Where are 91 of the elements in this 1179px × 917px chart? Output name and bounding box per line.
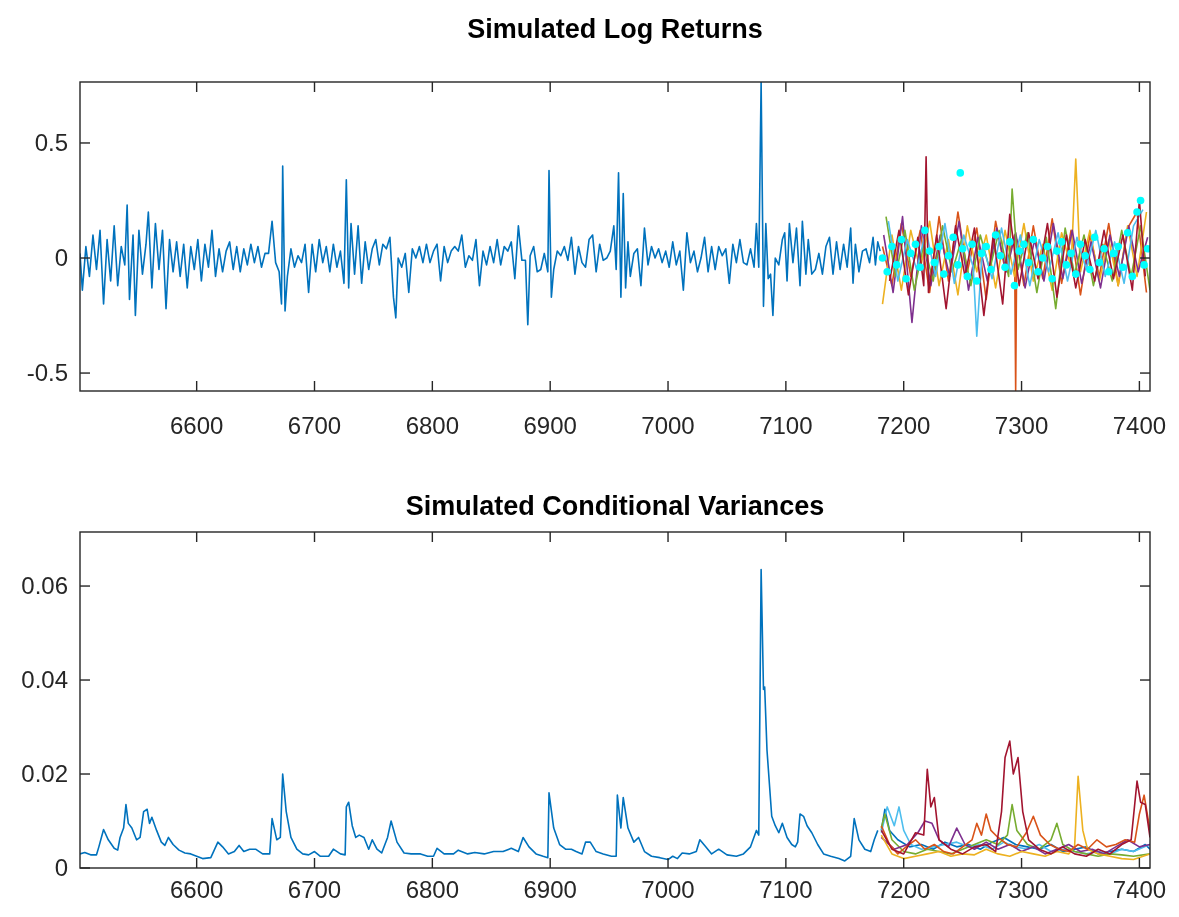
point <box>1053 247 1061 255</box>
x-tick-label: 6600 <box>169 412 224 439</box>
x-tick-label: 6600 <box>169 876 224 903</box>
x-tick-label: 6800 <box>405 412 460 439</box>
x-tick-label: 7100 <box>759 412 813 439</box>
x-tick-label: 7300 <box>994 876 1049 903</box>
point <box>911 240 920 249</box>
point <box>921 226 929 235</box>
point <box>1029 235 1038 244</box>
point <box>1034 268 1042 276</box>
point <box>944 251 953 260</box>
point <box>883 268 892 276</box>
y-tick-label: 0.06 <box>21 572 68 600</box>
y-tick-label: 0.02 <box>21 760 68 788</box>
point <box>1119 263 1127 272</box>
point <box>1090 233 1099 242</box>
point <box>897 235 906 244</box>
point <box>1067 249 1075 258</box>
point <box>1024 258 1033 267</box>
point <box>1100 245 1108 253</box>
y-tick-label: 0.5 <box>34 129 68 157</box>
x-tick-label: 7200 <box>877 876 931 903</box>
point <box>888 242 896 251</box>
point <box>916 263 925 272</box>
line-series <box>882 215 1149 324</box>
chart-title: Simulated Log Returns <box>467 14 763 44</box>
point <box>930 258 939 267</box>
point <box>1001 263 1009 272</box>
point <box>982 242 990 251</box>
x-tick-label: 6800 <box>405 876 460 903</box>
point <box>1081 251 1089 260</box>
point <box>906 249 915 258</box>
x-tick-label: 7400 <box>1112 412 1167 439</box>
point <box>1109 249 1118 258</box>
point <box>1128 272 1137 281</box>
point <box>1043 242 1052 251</box>
line-series <box>885 188 1150 310</box>
point <box>958 245 967 253</box>
point <box>1133 208 1141 216</box>
point <box>1048 274 1056 283</box>
point <box>972 277 981 285</box>
point <box>977 249 986 258</box>
point <box>939 270 948 278</box>
x-tick-label: 7000 <box>641 876 695 903</box>
point <box>1136 196 1145 205</box>
line-series <box>880 820 1150 855</box>
x-tick-label: 6700 <box>287 412 342 439</box>
x-tick-label: 6900 <box>523 412 577 439</box>
point <box>968 240 976 249</box>
point <box>1095 258 1104 267</box>
y-tick-label: 0 <box>54 244 68 272</box>
point <box>954 261 962 269</box>
point <box>1057 238 1066 246</box>
x-tick-label: 7000 <box>641 412 695 439</box>
point <box>956 169 965 177</box>
x-tick-label: 7200 <box>877 412 931 439</box>
point <box>935 242 943 251</box>
chart-title: Simulated Conditional Variances <box>405 491 825 521</box>
point <box>1104 268 1113 276</box>
point <box>1086 265 1094 274</box>
point <box>1123 228 1132 237</box>
x-tick-label: 7400 <box>1112 876 1167 903</box>
x-tick-label: 7100 <box>759 876 813 903</box>
point <box>1114 242 1122 251</box>
line-series <box>80 82 881 326</box>
point <box>1005 238 1014 246</box>
x-tick-label: 6900 <box>523 876 577 903</box>
point <box>902 274 910 283</box>
point <box>1140 261 1148 269</box>
point <box>1015 247 1023 255</box>
y-tick-label: 0 <box>54 854 68 882</box>
point <box>1010 281 1019 290</box>
x-tick-label: 6700 <box>287 876 342 903</box>
point <box>1020 240 1028 249</box>
y-tick-label: -0.5 <box>26 359 68 387</box>
point <box>878 254 887 262</box>
y-tick-label: 0.04 <box>21 666 68 694</box>
point <box>996 251 1005 260</box>
point <box>925 247 934 255</box>
point <box>1038 254 1047 262</box>
point <box>949 233 958 242</box>
point <box>1076 240 1085 249</box>
point <box>1071 270 1080 278</box>
point <box>1062 261 1071 269</box>
line-series <box>887 208 1144 338</box>
x-tick-label: 7300 <box>994 412 1049 439</box>
point <box>987 265 995 274</box>
point <box>991 231 1000 239</box>
point <box>892 261 901 269</box>
point <box>1143 245 1150 253</box>
point <box>963 272 972 281</box>
